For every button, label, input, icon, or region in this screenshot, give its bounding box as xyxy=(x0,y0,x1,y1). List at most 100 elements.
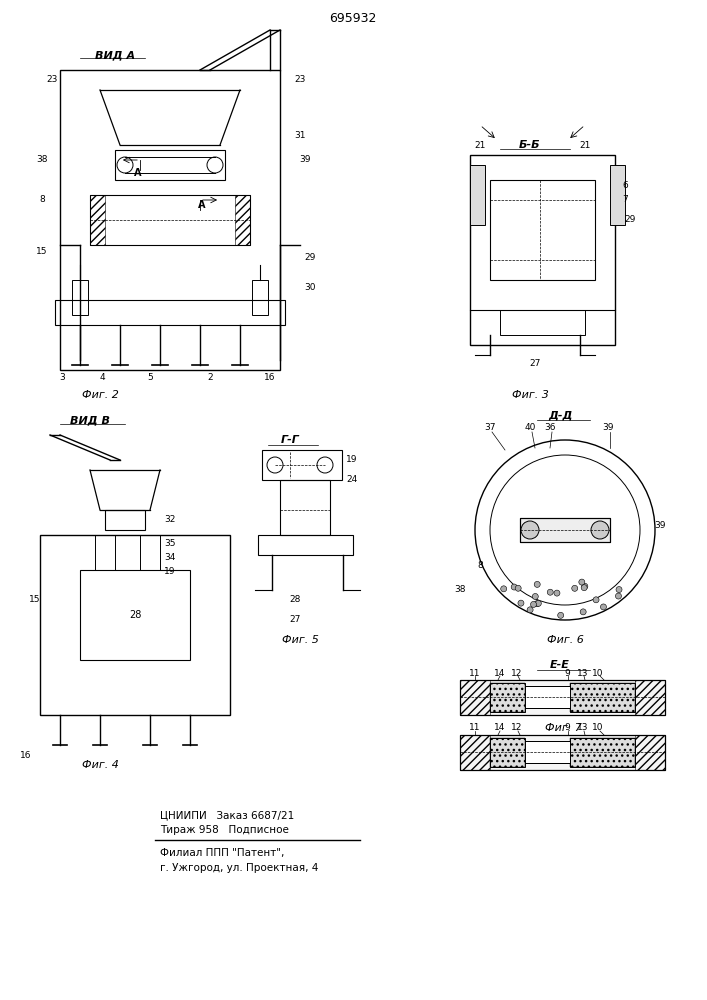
Text: 29: 29 xyxy=(624,216,636,225)
Bar xyxy=(115,150,225,180)
Text: 6: 6 xyxy=(622,180,628,190)
Text: Тираж 958   Подписное: Тираж 958 Подписное xyxy=(160,825,289,835)
Bar xyxy=(490,180,595,280)
Bar xyxy=(235,195,250,245)
Bar xyxy=(80,570,190,660)
Text: 29: 29 xyxy=(304,253,316,262)
Circle shape xyxy=(579,579,585,585)
Circle shape xyxy=(581,585,588,591)
Circle shape xyxy=(600,604,607,610)
Circle shape xyxy=(534,581,540,587)
Text: 38: 38 xyxy=(36,155,48,164)
Bar xyxy=(490,683,525,712)
Text: 27: 27 xyxy=(530,359,541,367)
Bar xyxy=(90,195,105,245)
Circle shape xyxy=(534,601,540,607)
Bar xyxy=(280,480,330,535)
Circle shape xyxy=(521,521,539,539)
Bar xyxy=(570,683,635,712)
Bar xyxy=(525,741,570,763)
Text: Филиал ППП "Патент",: Филиал ППП "Патент", xyxy=(160,848,284,858)
Bar xyxy=(500,310,585,335)
Text: 40: 40 xyxy=(525,424,536,432)
Circle shape xyxy=(572,585,578,591)
Bar xyxy=(610,165,625,225)
Bar xyxy=(520,518,610,542)
Bar xyxy=(262,450,342,480)
Circle shape xyxy=(591,521,609,539)
Text: 28: 28 xyxy=(129,610,141,620)
Circle shape xyxy=(518,600,524,606)
Text: 10: 10 xyxy=(592,668,604,678)
Text: А: А xyxy=(198,200,206,210)
Bar xyxy=(460,680,490,715)
Text: 28: 28 xyxy=(289,595,300,604)
Text: 9: 9 xyxy=(564,668,570,678)
Text: Фиг. 4: Фиг. 4 xyxy=(81,760,119,770)
Bar xyxy=(460,680,665,715)
Bar xyxy=(60,70,280,370)
Text: 12: 12 xyxy=(511,668,522,678)
Text: 35: 35 xyxy=(164,538,176,548)
Circle shape xyxy=(558,612,563,618)
Text: 8: 8 xyxy=(477,560,483,570)
Circle shape xyxy=(616,587,622,593)
Text: 23: 23 xyxy=(47,76,58,85)
Text: 38: 38 xyxy=(455,585,466,594)
Circle shape xyxy=(593,597,599,603)
Text: 13: 13 xyxy=(577,724,589,732)
Text: ВИД А: ВИД А xyxy=(95,50,135,60)
Circle shape xyxy=(532,593,538,599)
Bar xyxy=(570,738,635,767)
Text: 12: 12 xyxy=(511,724,522,732)
Bar xyxy=(635,680,665,715)
Text: 15: 15 xyxy=(36,247,48,256)
Text: 32: 32 xyxy=(164,516,175,524)
Text: 21: 21 xyxy=(474,140,486,149)
Text: Е-Е: Е-Е xyxy=(550,660,570,670)
Text: Г-Г: Г-Г xyxy=(281,435,300,445)
Circle shape xyxy=(616,593,621,599)
Text: 31: 31 xyxy=(294,130,305,139)
Text: 4: 4 xyxy=(99,373,105,382)
Bar xyxy=(490,683,525,712)
Text: 30: 30 xyxy=(304,284,316,292)
Text: А: А xyxy=(134,168,141,178)
Bar xyxy=(520,518,610,542)
Text: 8: 8 xyxy=(39,196,45,205)
Text: 5: 5 xyxy=(147,373,153,382)
Text: 19: 19 xyxy=(164,568,176,576)
Circle shape xyxy=(527,607,533,613)
Circle shape xyxy=(530,601,537,607)
Bar xyxy=(490,738,525,767)
Text: Д-Д: Д-Д xyxy=(548,410,572,420)
Text: Фиг. 7: Фиг. 7 xyxy=(544,723,581,733)
Bar xyxy=(55,300,285,325)
Text: 10: 10 xyxy=(592,724,604,732)
Text: 14: 14 xyxy=(494,668,506,678)
Text: 37: 37 xyxy=(484,424,496,432)
Text: Фиг. 3: Фиг. 3 xyxy=(512,390,549,400)
Text: 7: 7 xyxy=(622,196,628,205)
Text: Б-Б: Б-Б xyxy=(519,140,541,150)
Circle shape xyxy=(580,609,586,615)
Text: 11: 11 xyxy=(469,668,481,678)
Text: 21: 21 xyxy=(579,140,590,149)
Text: 16: 16 xyxy=(264,373,276,382)
Bar xyxy=(460,735,490,770)
Bar xyxy=(490,738,525,767)
Circle shape xyxy=(501,586,507,592)
Text: 39: 39 xyxy=(602,424,614,432)
Circle shape xyxy=(515,585,521,591)
Text: Фиг. 2: Фиг. 2 xyxy=(81,390,119,400)
Bar xyxy=(570,738,635,767)
Text: г. Ужгород, ул. Проектная, 4: г. Ужгород, ул. Проектная, 4 xyxy=(160,863,318,873)
Text: 11: 11 xyxy=(469,724,481,732)
Text: 23: 23 xyxy=(294,76,305,85)
Bar xyxy=(252,280,268,315)
Bar xyxy=(258,535,353,555)
Bar xyxy=(470,155,615,345)
Text: 36: 36 xyxy=(544,424,556,432)
Text: ЦНИИПИ   Заказ 6687/21: ЦНИИПИ Заказ 6687/21 xyxy=(160,810,294,820)
Text: 24: 24 xyxy=(346,476,358,485)
